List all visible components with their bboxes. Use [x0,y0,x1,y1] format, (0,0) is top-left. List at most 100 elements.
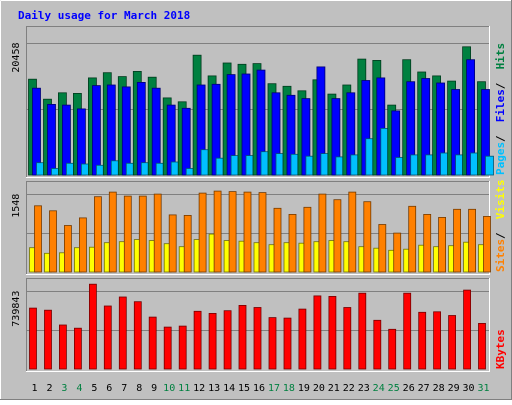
day-label-28: 28 [433,383,445,394]
day-label-4: 4 [76,383,82,394]
sites-visits-bar-sites-day-undefined15 [243,191,252,273]
kbytes-bar-kbytes-day-undefined9 [148,316,157,370]
day-label-17: 17 [268,383,280,394]
sites-visits-bar-sites-day-undefined13 [213,190,222,273]
sites-visits-bar-sites-day-undefined29 [453,208,462,273]
kbytes-bar-kbytes-day-undefined4 [74,327,82,370]
day-label-27: 27 [418,383,430,394]
sites-visits-bar-sites-day-undefined20 [318,193,327,273]
hits-files-pages-bar-files-day-undefined1 [32,87,41,176]
day-label-5: 5 [91,383,97,394]
kbytes-bar-kbytes-day-undefined15 [238,304,247,370]
kbytes-bar-kbytes-day-undefined20 [313,295,322,370]
kbytes-bar-kbytes-day-undefined31 [478,322,486,370]
kbytes-bar-kbytes-day-undefined22 [343,307,352,370]
sites-visits-bar-sites-day-undefined5 [94,196,102,273]
hits-files-pages-ytick-label: 20458 [11,43,22,73]
day-label-23: 23 [358,383,370,394]
hits-files-pages-legend-separator-1: / [494,82,507,89]
kbytes-bar-kbytes-day-undefined2 [44,309,52,370]
sites-visits-bar-sites-day-undefined23 [363,201,372,273]
sites-visits-bar-sites-day-undefined27 [423,213,432,273]
sites-visits-bar-sites-day-undefined26 [408,205,417,273]
day-label-31: 31 [477,383,489,394]
hits-files-pages-legend-hits: Hits [494,43,507,70]
sites-visits-bar-sites-day-undefined18 [288,213,297,273]
sites-visits-bar-sites-day-undefined12 [198,192,207,273]
day-label-1: 1 [31,383,37,394]
sites-visits-legend-separator-0: / [494,232,507,239]
sites-visits-ytick-label: 1548 [11,194,22,218]
kbytes-bar-kbytes-day-undefined26 [403,292,412,370]
kbytes-bar-kbytes-day-undefined12 [193,310,202,370]
day-label-14: 14 [223,383,235,394]
sites-visits-bar-sites-day-undefined2 [49,210,57,273]
day-label-18: 18 [283,383,295,394]
sites-visits-bar-sites-day-undefined11 [183,214,192,273]
sites-visits-bar-sites-day-undefined19 [303,206,312,273]
kbytes-legend-kbytes: KBytes [494,329,507,369]
kbytes-bar-kbytes-day-undefined30 [463,289,472,370]
day-label-12: 12 [193,383,205,394]
kbytes-bar-kbytes-day-undefined11 [178,325,187,370]
hits-files-pages-legend-files: Files [494,89,507,122]
kbytes-bar-kbytes-day-undefined19 [298,308,307,370]
kbytes-bar-kbytes-day-undefined8 [133,301,142,370]
sites-visits-bar-sites-day-undefined10 [168,214,177,273]
day-label-21: 21 [328,383,340,394]
day-label-7: 7 [121,383,127,394]
hits-files-pages-bar-files-day-undefined8 [136,82,146,176]
day-label-9: 9 [151,383,157,394]
kbytes-bar-kbytes-day-undefined29 [448,315,457,370]
sites-visits-bar-sites-day-undefined25 [393,232,402,273]
day-label-15: 15 [238,383,250,394]
kbytes-bar-kbytes-day-undefined21 [328,295,337,370]
sites-visits-bar-sites-day-undefined1 [34,205,42,273]
day-label-11: 11 [178,383,190,394]
kbytes-bar-kbytes-day-undefined23 [358,292,367,370]
sites-visits-bar-sites-day-undefined31 [483,215,491,273]
kbytes-bar-kbytes-day-undefined18 [283,317,292,370]
hits-files-pages-bar-files-day-undefined7 [121,86,131,176]
hits-files-pages-legend-separator-0: / [494,135,507,142]
kbytes-bar-kbytes-day-undefined24 [373,319,382,370]
sites-visits-bar-sites-day-undefined14 [228,191,237,273]
day-label-13: 13 [208,383,220,394]
kbytes-bar-kbytes-day-undefined6 [103,305,112,370]
kbytes-ytick-label: 739843 [11,291,22,327]
kbytes-bar-kbytes-day-undefined16 [253,307,262,370]
sites-visits-bar-sites-day-undefined22 [348,191,357,273]
kbytes-bar-kbytes-day-undefined17 [268,317,277,370]
sites-visits-bar-sites-day-undefined9 [153,193,162,273]
kbytes-bar-kbytes-day-undefined10 [163,326,172,370]
kbytes-bar-kbytes-day-undefined7 [118,296,127,370]
sites-visits-bar-sites-day-undefined8 [138,195,147,273]
day-label-20: 20 [313,383,325,394]
sites-visits-bar-sites-day-undefined28 [438,216,447,273]
sites-visits-bar-sites-day-undefined24 [378,224,387,273]
hits-files-pages-bar-files-day-undefined9 [151,87,161,176]
day-label-2: 2 [46,383,52,394]
kbytes-bar-kbytes-day-undefined3 [59,324,67,370]
kbytes-bar-kbytes-day-undefined14 [223,310,232,370]
hits-files-pages-legend-pages: Pages [494,142,507,175]
kbytes-bar-kbytes-day-undefined27 [418,311,427,370]
day-label-24: 24 [373,383,385,394]
sites-visits-bar-sites-day-undefined16 [258,192,267,273]
sites-visits-bar-sites-day-undefined30 [468,208,477,273]
kbytes-bar-kbytes-day-undefined1 [29,307,37,370]
kbytes-bar-kbytes-day-undefined28 [433,311,442,370]
kbytes-bar-kbytes-day-undefined25 [388,328,397,370]
sites-visits-bar-sites-day-undefined21 [333,199,342,273]
day-label-26: 26 [403,383,415,394]
kbytes-bar-kbytes-day-undefined13 [208,312,217,370]
day-label-6: 6 [106,383,112,394]
sites-visits-bar-sites-day-undefined7 [123,195,132,273]
sites-visits-legend-visits: Visits [494,179,507,219]
day-label-3: 3 [61,383,67,394]
day-label-29: 29 [448,383,460,394]
sites-visits-bar-sites-day-undefined4 [79,217,87,273]
hits-files-pages-bar-files-day-undefined2 [47,104,56,176]
day-label-22: 22 [343,383,355,394]
